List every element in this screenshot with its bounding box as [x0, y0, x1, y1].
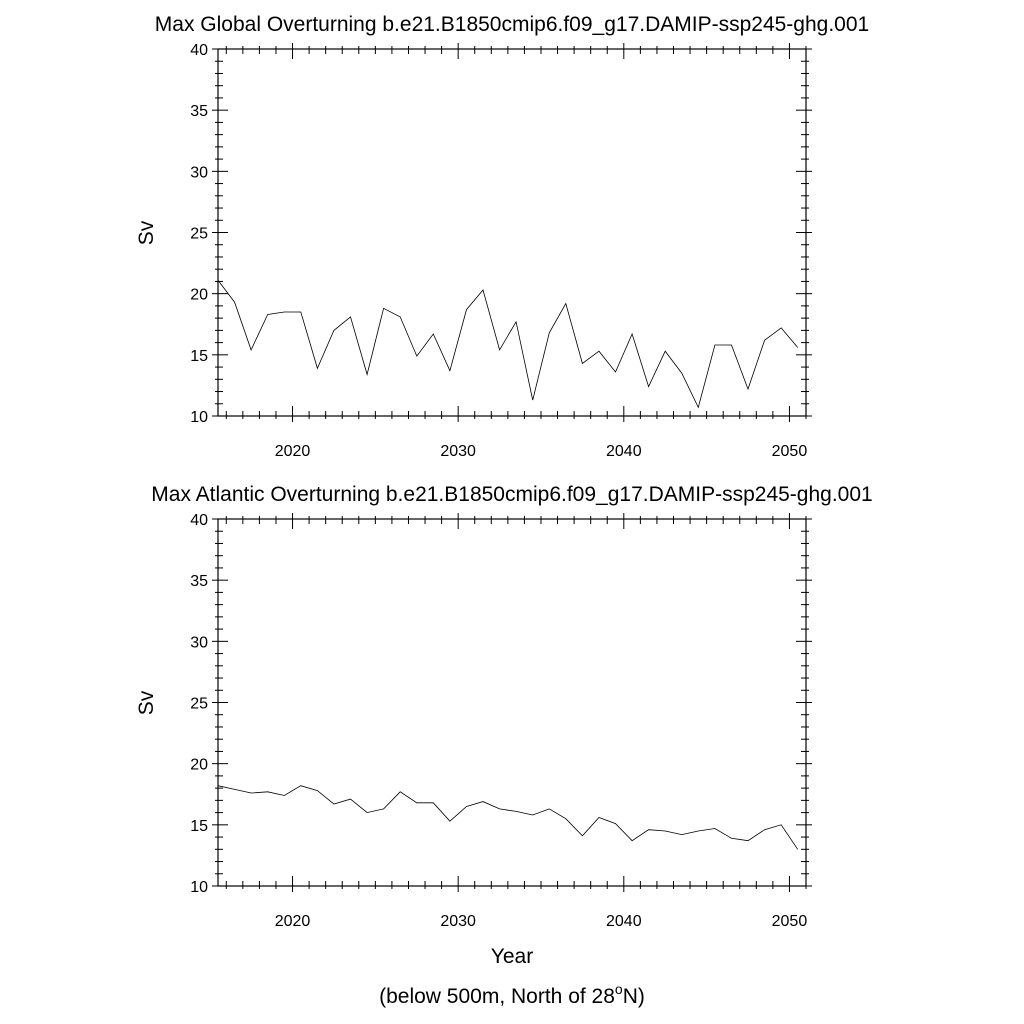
atlantic-plot-frame: [217, 518, 807, 887]
footnote-prefix: (below 500m, North of 28: [379, 985, 615, 1008]
global-series: [217, 279, 799, 409]
footnote-degree: o: [615, 981, 623, 997]
footnote-suffix: N): [623, 985, 645, 1008]
atlantic-overturning-title: Max Atlantic Overturning b.e21.B1850cmip…: [151, 483, 872, 506]
atlantic-y-tick-label: 30: [190, 634, 208, 651]
global-y-tick-label: 30: [190, 164, 208, 181]
atlantic-series-line: [217, 785, 799, 850]
atlantic-y-tick-label: 40: [190, 512, 208, 529]
global-y-tick-label: 10: [190, 409, 208, 426]
global-series-line: [217, 279, 799, 409]
global-overturning-title: Max Global Overturning b.e21.B1850cmip6.…: [155, 13, 869, 36]
global-y-tick-label: 20: [190, 287, 208, 304]
atlantic-ticks: [212, 513, 812, 892]
atlantic-tick-labels: 10 15 20 25 30 35 40 2020 2030 2040 2050: [190, 512, 807, 930]
global-x-tick-label: 2050: [772, 443, 808, 460]
footnote: (below 500m, North of 28oN): [379, 981, 645, 1008]
atlantic-y-tick-label: 20: [190, 757, 208, 774]
atlantic-x-tick-label: 2050: [772, 913, 808, 930]
global-y-tick-label: 40: [190, 42, 208, 59]
atlantic-y-tick-label: 10: [190, 879, 208, 896]
atlantic-x-tick-label: 2040: [606, 913, 642, 930]
atlantic-series: [217, 785, 799, 850]
global-x-tick-label: 2040: [606, 443, 642, 460]
global-y-tick-label: 15: [190, 348, 208, 365]
global-y-tick-label: 25: [190, 226, 208, 243]
atlantic-y-axis-label: Sv: [135, 690, 158, 715]
global-x-tick-label: 2020: [275, 443, 311, 460]
atlantic-y-tick-label: 25: [190, 696, 208, 713]
atlantic-y-tick-label: 35: [190, 573, 208, 590]
x-axis-label: Year: [491, 945, 533, 968]
global-tick-labels: 10 15 20 25 30 35 40 2020 2030 2040 2050: [190, 42, 807, 460]
global-y-tick-label: 35: [190, 103, 208, 120]
atlantic-overturning-panel: Max Atlantic Overturning b.e21.B1850cmip…: [135, 483, 873, 968]
global-ticks: [212, 43, 812, 422]
atlantic-x-tick-label: 2020: [275, 913, 311, 930]
atlantic-x-tick-label: 2030: [440, 913, 476, 930]
global-plot-frame: [217, 48, 807, 417]
global-overturning-panel: Max Global Overturning b.e21.B1850cmip6.…: [135, 13, 869, 460]
atlantic-y-tick-label: 15: [190, 818, 208, 835]
global-y-axis-label: Sv: [135, 220, 158, 245]
global-x-tick-label: 2030: [440, 443, 476, 460]
